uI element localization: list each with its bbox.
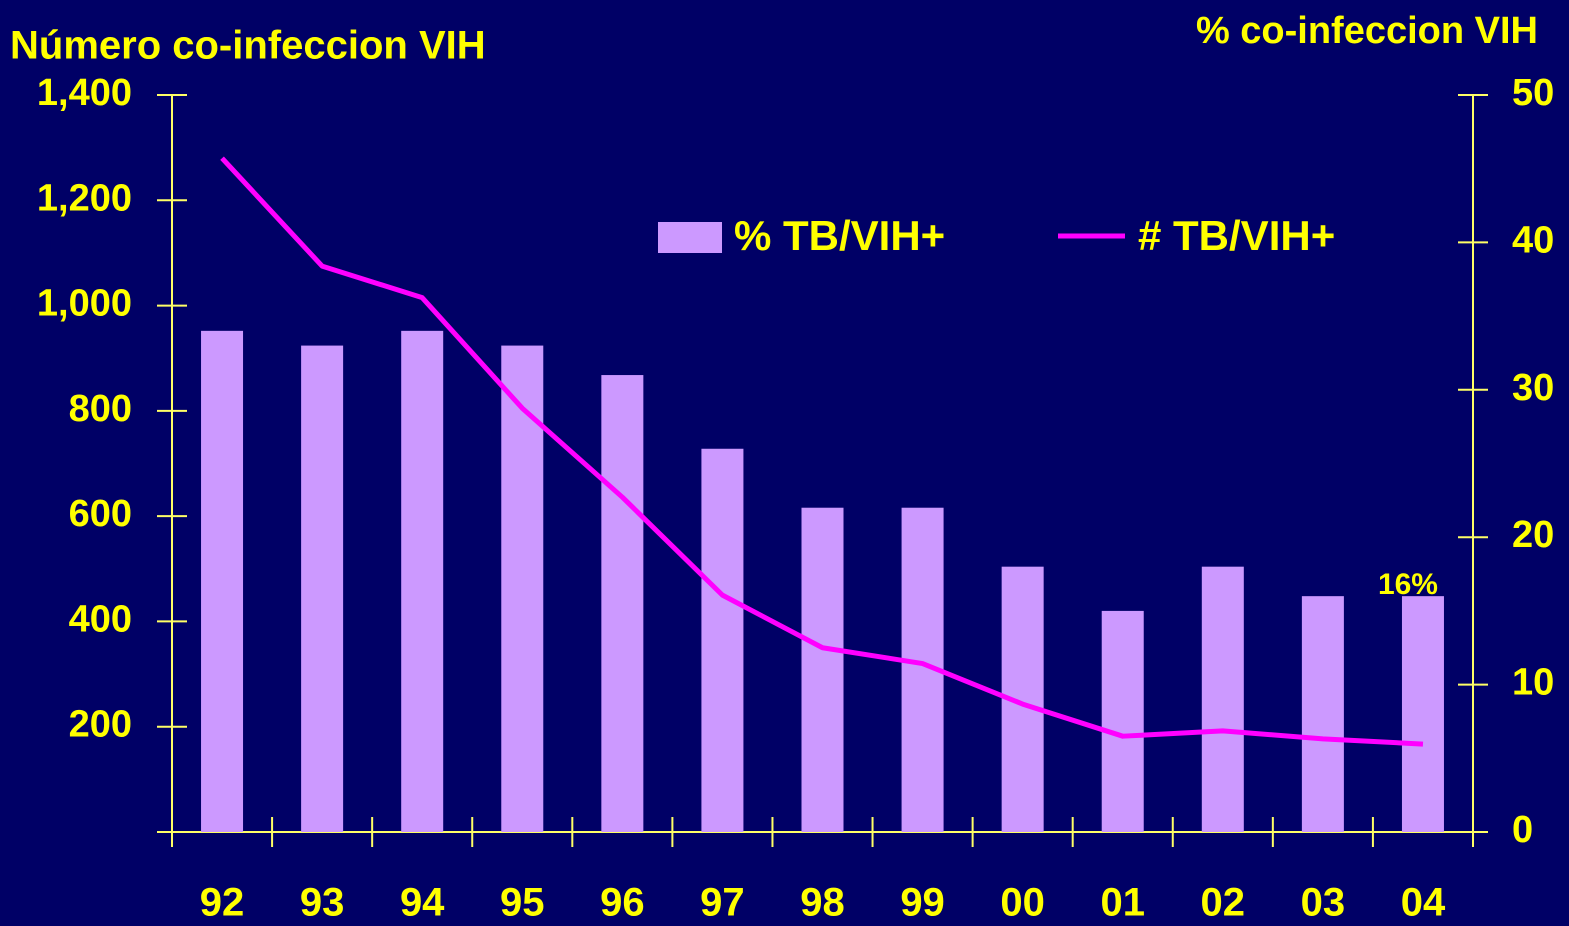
x-tick-label: 04 [1401,881,1446,925]
bar [1401,596,1444,832]
y2-tick-label: 30 [1512,367,1554,409]
y-tick-label: 400 [69,598,132,640]
bar [1101,610,1144,832]
x-tick-label: 93 [300,881,345,925]
y-tick-label: 800 [69,388,132,430]
x-tick-label: 99 [900,881,945,925]
bar [1201,566,1244,832]
x-tick-label: 02 [1201,881,1246,925]
y-tick-label: 600 [69,493,132,535]
y2-tick-label: 10 [1512,662,1554,704]
x-tick-label: 97 [700,881,745,925]
legend-label: % TB/VIH+ [734,212,945,259]
legend-label: # TB/VIH+ [1138,212,1335,259]
chart-title: Número co-infeccion VIH [10,24,486,68]
y2-tick-label: 50 [1512,72,1554,114]
y2-tick-label: 0 [1512,809,1533,851]
bar [201,330,244,832]
y2-tick-label: 40 [1512,219,1554,261]
legend-swatch [658,222,722,253]
y-tick-label: 200 [69,704,132,746]
bar [601,375,644,832]
y2-tick-label: 20 [1512,514,1554,556]
x-tick-label: 95 [500,881,545,925]
x-tick-label: 94 [400,881,445,925]
x-tick-label: 03 [1301,881,1346,925]
bar [801,507,844,832]
data-label: 16% [1378,568,1438,601]
x-tick-label: 01 [1100,881,1145,925]
bar [701,448,744,832]
y-tick-label: 1,200 [37,177,132,219]
x-tick-label: 98 [800,881,845,925]
bar [401,330,444,832]
x-tick-label: 96 [600,881,645,925]
bar [301,345,344,832]
bar [501,345,544,832]
line [220,156,1424,747]
x-tick-label: 92 [200,881,245,925]
y-tick-label: 1,000 [37,283,132,325]
bar [1301,596,1344,832]
y2-title: % co-infeccion VIH [1196,10,1538,52]
x-tick-label: 00 [1000,881,1045,925]
y-tick-label: 1,400 [37,72,132,114]
